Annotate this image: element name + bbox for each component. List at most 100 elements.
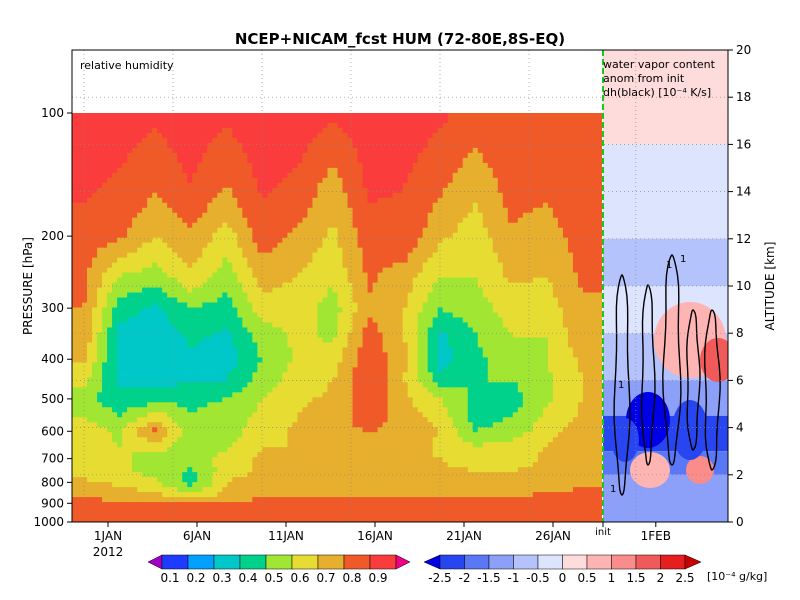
rh-cell (267, 227, 273, 234)
rh-cell (307, 257, 314, 264)
rh-cell (482, 157, 489, 164)
rh-cell (522, 177, 529, 184)
rh-cell (132, 307, 138, 314)
rh-cell (572, 297, 579, 304)
rh-cell (77, 272, 83, 279)
rh-cell (212, 217, 218, 224)
rh-cell (187, 127, 193, 134)
rh-cell (432, 152, 439, 159)
rh-cell (587, 317, 594, 324)
rh-cell (552, 177, 559, 184)
rh-cell (462, 287, 469, 294)
rh-cell (217, 222, 223, 229)
rh-cell (577, 337, 584, 344)
rh-cell (97, 262, 103, 269)
rh-cell (282, 212, 289, 219)
rh-cell (417, 267, 424, 274)
rh-cell (182, 113, 188, 119)
rh-cell (337, 142, 344, 149)
rh-cell (497, 132, 504, 139)
rh-cell (292, 267, 299, 274)
rh-cell (387, 127, 394, 134)
rh-cell (142, 282, 148, 289)
rh-cell (327, 157, 334, 164)
rh-cell (182, 272, 188, 279)
rh-cell (372, 152, 379, 159)
rh-cell (72, 347, 78, 354)
rh-cell (372, 292, 379, 299)
rh-cell (237, 132, 243, 139)
rh-cell (112, 332, 118, 339)
rh-cell (382, 247, 389, 254)
rh-cell (377, 257, 384, 264)
rh-cell (352, 297, 359, 304)
rh-cell (202, 192, 208, 199)
rh-cell (87, 242, 93, 249)
rh-cell (322, 182, 329, 189)
rh-cell (472, 217, 479, 224)
rh-cell (82, 257, 88, 264)
rh-cell (122, 277, 128, 284)
rh-cell (297, 302, 304, 309)
rh-cell (107, 347, 113, 354)
rh-cell (487, 252, 494, 259)
rh-cell (147, 167, 153, 174)
rh-cell (297, 322, 304, 329)
rh-cell (302, 252, 309, 259)
rh-cell (152, 187, 158, 194)
rh-cell (177, 277, 183, 284)
rh-cell (277, 113, 283, 119)
rh-cell (187, 157, 193, 164)
rh-cell (382, 152, 389, 159)
rh-cell (82, 167, 88, 174)
rh-cell (392, 147, 399, 154)
rh-cell (247, 182, 253, 189)
rh-cell (192, 262, 198, 269)
rh-cell (332, 187, 339, 194)
rh-cell (267, 212, 273, 219)
rh-cell (82, 207, 88, 214)
rh-cell (292, 342, 299, 349)
rh-cell (302, 282, 309, 289)
rh-cell (142, 247, 148, 254)
rh-cell (182, 277, 188, 284)
rh-cell (242, 342, 248, 349)
rh-cell (232, 272, 238, 279)
rh-cell (222, 113, 228, 119)
rh-cell (477, 142, 484, 149)
rh-cell (507, 302, 514, 309)
rh-cell (447, 132, 454, 139)
rh-cell (432, 117, 439, 124)
rh-cell (307, 127, 314, 134)
rh-cell (282, 282, 289, 289)
rh-cell (127, 202, 133, 209)
rh-cell (492, 247, 499, 254)
rh-cell (207, 152, 213, 159)
rh-cell (197, 267, 203, 274)
rh-cell (527, 322, 534, 329)
rh-cell (202, 117, 208, 124)
rh-cell (107, 307, 113, 314)
rh-cell (252, 197, 258, 204)
rh-cell (392, 317, 399, 324)
rh-cell (457, 162, 464, 169)
rh-cell (167, 252, 173, 259)
rh-cell (107, 222, 113, 229)
rh-cell (272, 292, 278, 299)
rh-cell (252, 232, 258, 239)
rh-cell (342, 332, 349, 339)
rh-cell (337, 117, 344, 124)
rh-cell (277, 262, 283, 269)
rh-cell (542, 262, 549, 269)
rh-cell (187, 172, 193, 179)
rh-cell (457, 302, 464, 309)
rh-cell (337, 292, 344, 299)
rh-cell (122, 287, 128, 294)
rh-cell (357, 207, 364, 214)
rh-cell (132, 347, 138, 354)
rh-cell (562, 142, 569, 149)
rh-cell (402, 307, 409, 314)
rh-cell (502, 262, 509, 269)
rh-cell (367, 342, 374, 349)
rh-cell (382, 322, 389, 329)
